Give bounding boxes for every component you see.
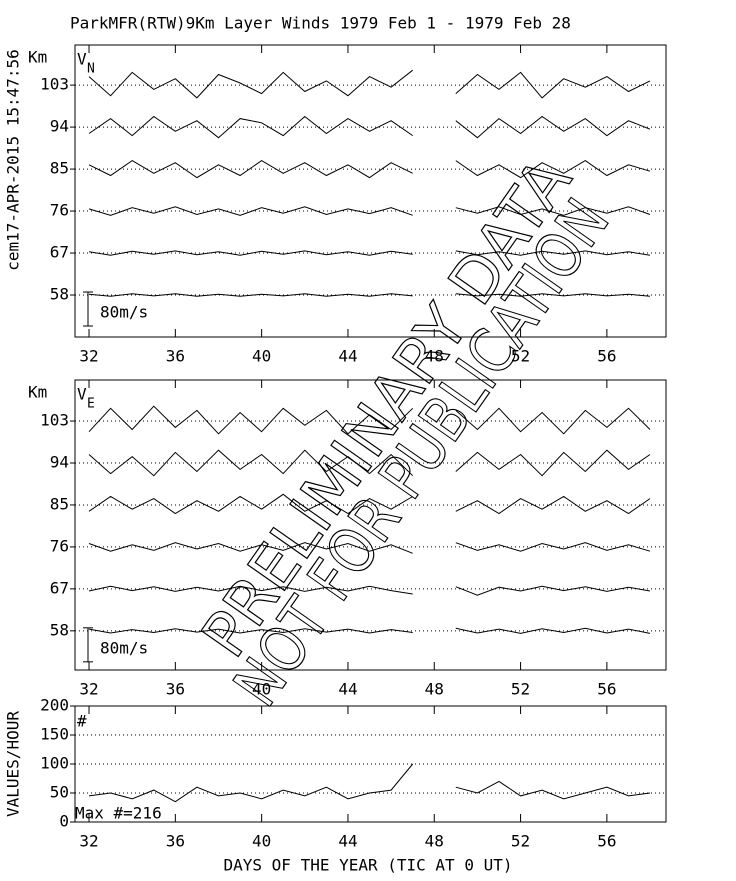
y-tick-label: 0	[59, 812, 69, 831]
y-axis-label: VALUES/HOUR	[4, 711, 23, 817]
y-tick-label: 76	[50, 536, 69, 555]
side-label: cem17-APR-2015 15:47:56	[4, 49, 23, 271]
y-tick-label: 58	[50, 285, 69, 304]
x-tick-label: 32	[79, 347, 98, 366]
x-tick-label: 32	[79, 680, 98, 699]
plot-frame	[74, 44, 667, 338]
y-tick-label: 94	[50, 452, 69, 471]
watermark: NOT FOR PUBLICATION	[219, 186, 623, 719]
x-axis-label: DAYS OF THE YEAR (TIC AT 0 UT)	[224, 856, 513, 875]
y-tick-label: 94	[50, 117, 69, 136]
x-tick-label: 44	[338, 832, 357, 851]
y-axis-label: Km	[28, 383, 47, 402]
watermark: PRELIMINARY DATA	[187, 145, 585, 670]
wind-trace	[88, 493, 651, 515]
x-tick-label: 56	[597, 347, 616, 366]
wind-trace	[88, 627, 651, 634]
wind-trace	[88, 115, 651, 139]
x-tick-label: 56	[597, 680, 616, 699]
wind-trace	[88, 250, 651, 256]
y-tick-label: 67	[50, 243, 69, 262]
x-tick-label: 40	[252, 680, 271, 699]
scale-bar-label: 80m/s	[100, 303, 148, 322]
y-tick-label: 103	[40, 75, 69, 94]
x-tick-label: 36	[166, 347, 185, 366]
panel-subscript: N	[87, 62, 95, 77]
y-tick-label: 50	[50, 783, 69, 802]
y-tick-label: 200	[40, 696, 69, 715]
panel-label: V	[77, 50, 87, 69]
x-tick-label: 52	[511, 347, 530, 366]
y-tick-label: 67	[50, 578, 69, 597]
wind-trace	[88, 293, 651, 297]
x-tick-label: 56	[597, 832, 616, 851]
wind-trace	[88, 206, 651, 216]
wind-trace	[88, 449, 651, 477]
y-tick-label: 76	[50, 201, 69, 220]
x-tick-label: 48	[425, 832, 444, 851]
wind-trace	[88, 69, 651, 99]
x-tick-label: 48	[425, 347, 444, 366]
x-tick-label: 44	[338, 347, 357, 366]
x-tick-label: 48	[425, 680, 444, 699]
scale-bar-label: 80m/s	[100, 638, 148, 657]
y-tick-label: 100	[40, 754, 69, 773]
plot-frame	[74, 379, 667, 671]
count-trace	[88, 763, 651, 803]
y-tick-label: 103	[40, 411, 69, 430]
wind-trace	[88, 405, 651, 435]
chart-title: ParkMFR(RTW)9Km Layer Winds 1979 Feb 1 -…	[70, 14, 571, 33]
y-tick-label: 85	[50, 159, 69, 178]
y-axis-label: Km	[28, 48, 47, 67]
y-tick-label: 58	[50, 620, 69, 639]
x-tick-label: 40	[252, 347, 271, 366]
max-label: Max #=216	[75, 804, 162, 823]
x-tick-label: 36	[166, 832, 185, 851]
x-tick-label: 40	[252, 832, 271, 851]
wind-trace	[88, 160, 651, 179]
x-tick-label: 36	[166, 680, 185, 699]
y-tick-label: 85	[50, 494, 69, 513]
panel-label: V	[77, 385, 87, 404]
wind-trace	[88, 585, 651, 596]
x-tick-label: 32	[79, 832, 98, 851]
panel-label: #	[77, 712, 87, 731]
y-tick-label: 150	[40, 725, 69, 744]
x-tick-label: 52	[511, 832, 530, 851]
x-tick-label: 52	[511, 680, 530, 699]
x-tick-label: 44	[338, 680, 357, 699]
wind-trace	[88, 542, 651, 554]
panel-subscript: E	[87, 397, 95, 412]
